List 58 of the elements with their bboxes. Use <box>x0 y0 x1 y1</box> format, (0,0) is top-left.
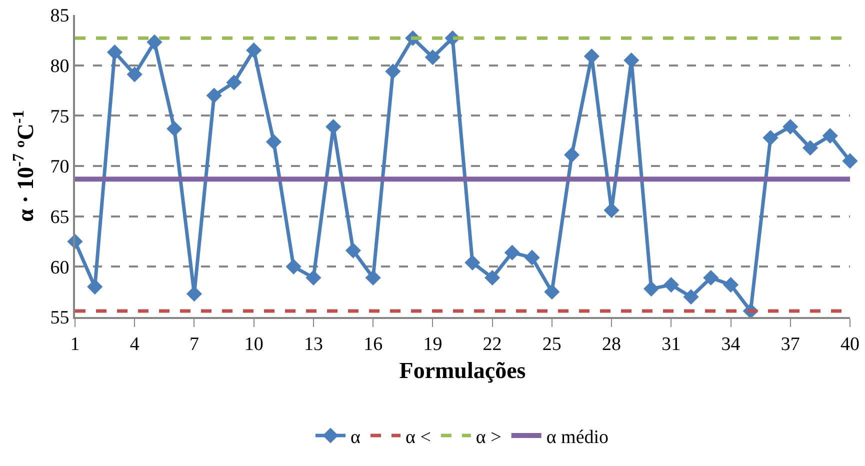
point <box>286 258 302 274</box>
y-tick-label: 80 <box>50 56 70 77</box>
x-tick-label: 13 <box>304 334 323 355</box>
point <box>802 140 818 156</box>
x-tick-label: 16 <box>364 334 383 355</box>
point <box>544 284 560 300</box>
point <box>226 74 242 90</box>
point <box>186 286 202 302</box>
point <box>663 276 679 293</box>
x-tick-label: 22 <box>482 334 502 355</box>
point <box>87 279 103 295</box>
legend-label: α < <box>406 426 431 448</box>
point <box>365 270 381 286</box>
y-tick-label: 70 <box>50 156 70 178</box>
y-tick-label: 65 <box>50 206 70 228</box>
x-tick-label: 37 <box>780 334 800 355</box>
y-tick-label: 75 <box>50 106 70 128</box>
y-tick-label: 60 <box>50 257 70 278</box>
point <box>464 254 480 270</box>
point <box>246 42 262 58</box>
point <box>266 134 282 150</box>
legend-label: α médio <box>546 426 609 448</box>
point <box>683 289 699 305</box>
x-tick-label: 4 <box>130 334 140 355</box>
point <box>126 66 142 82</box>
x-tick-label: 19 <box>423 334 442 355</box>
point <box>385 64 401 80</box>
x-tick-label: 34 <box>721 334 741 355</box>
point <box>424 49 440 66</box>
point <box>643 281 660 297</box>
x-tick-label: 28 <box>602 334 622 355</box>
point <box>762 130 778 146</box>
point <box>504 244 520 260</box>
point <box>166 120 182 137</box>
point <box>345 242 362 258</box>
y-tick-label: 85 <box>50 6 70 27</box>
point <box>842 153 858 169</box>
point <box>782 118 798 135</box>
point <box>524 250 540 266</box>
x-tick-label: 10 <box>244 334 264 355</box>
point <box>484 270 500 286</box>
x-tick-label: 25 <box>542 334 562 355</box>
point <box>146 34 162 50</box>
point <box>703 270 719 286</box>
y-tick-label: 55 <box>50 308 70 329</box>
x-axis-title: Formulações <box>399 358 526 383</box>
point <box>822 128 838 144</box>
legend-label: α <box>350 426 360 448</box>
x-tick-label: 7 <box>189 334 199 355</box>
point <box>106 44 123 60</box>
x-tick-label: 40 <box>840 334 860 355</box>
point <box>306 270 322 286</box>
point <box>206 88 222 104</box>
point <box>564 147 580 163</box>
x-tick-label: 1 <box>70 334 80 355</box>
legend-label: α > <box>476 426 502 448</box>
point <box>722 276 739 293</box>
x-tick-label: 31 <box>662 334 681 355</box>
